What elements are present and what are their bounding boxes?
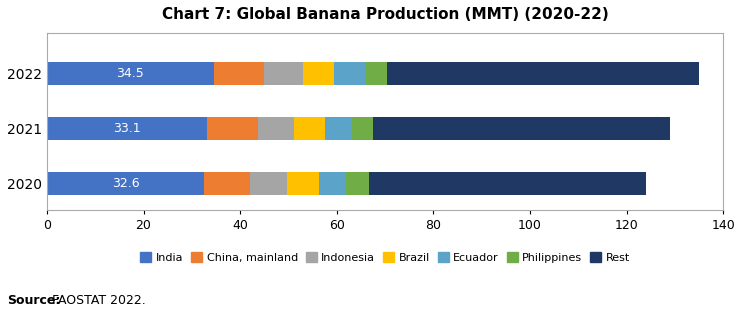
Bar — [352, 117, 373, 140]
Text: 34.5: 34.5 — [116, 67, 144, 80]
Bar — [373, 117, 670, 140]
Text: 32.6: 32.6 — [112, 177, 139, 190]
Bar — [257, 117, 294, 140]
Bar — [325, 117, 352, 140]
Bar — [207, 117, 257, 140]
Bar — [294, 117, 325, 140]
Title: Chart 7: Global Banana Production (MMT) (2020-22): Chart 7: Global Banana Production (MMT) … — [162, 7, 608, 22]
Bar — [319, 172, 346, 195]
Bar — [366, 62, 387, 85]
Bar — [286, 172, 319, 195]
Bar — [47, 62, 214, 85]
Bar — [303, 62, 335, 85]
Bar — [204, 172, 250, 195]
Text: Source:: Source: — [7, 294, 61, 307]
Bar — [369, 172, 646, 195]
Bar — [47, 117, 207, 140]
Bar — [250, 172, 286, 195]
Bar — [214, 62, 264, 85]
Legend: India, China, mainland, Indonesia, Brazil, Ecuador, Philippines, Rest: India, China, mainland, Indonesia, Brazi… — [136, 248, 634, 267]
Bar — [264, 62, 303, 85]
Bar — [47, 172, 204, 195]
Text: 33.1: 33.1 — [113, 122, 141, 135]
Bar — [335, 62, 366, 85]
Text: FAOSTAT 2022.: FAOSTAT 2022. — [48, 294, 146, 307]
Bar — [387, 62, 699, 85]
Bar — [346, 172, 369, 195]
